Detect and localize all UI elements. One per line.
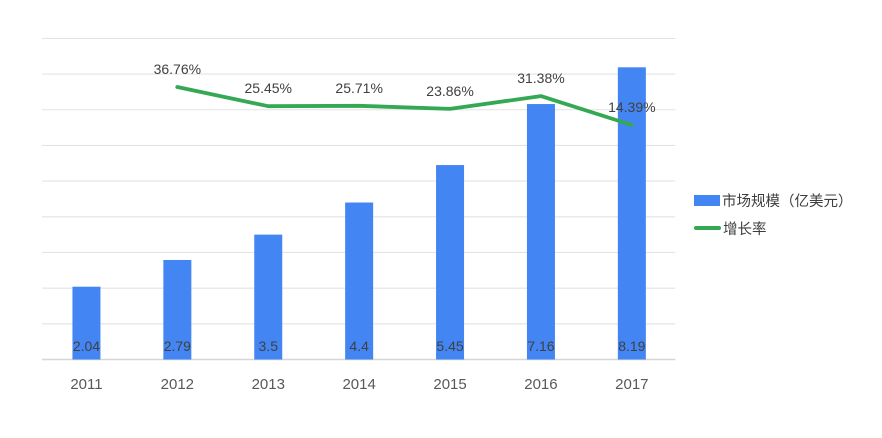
x-tick-label: 2015 [433, 376, 466, 393]
x-tick-label: 2012 [161, 376, 194, 393]
bar-value-label: 7.16 [527, 338, 554, 354]
line-series-swatch-icon [694, 226, 721, 230]
bar-2017[interactable] [617, 67, 646, 360]
line-value-label: 25.71% [335, 80, 382, 96]
bar-value-label: 3.5 [259, 338, 279, 354]
legend-item-growth-rate[interactable]: 增长率 [694, 218, 853, 238]
legend-label-market-size: 市场规模（亿美元） [722, 193, 853, 210]
bar-value-label: 4.4 [349, 338, 369, 354]
growth-rate-line[interactable] [175, 85, 634, 127]
legend: 市场规模（亿美元） 增长率 [694, 190, 853, 238]
bar-value-label: 5.45 [436, 338, 463, 354]
bar-2012[interactable] [163, 259, 192, 360]
line-value-label: 23.86% [426, 83, 473, 99]
x-tick-label: 2011 [70, 376, 102, 393]
bar-2011[interactable] [72, 286, 101, 360]
x-tick-label: 2013 [252, 376, 285, 393]
line-value-label: 36.76% [154, 61, 201, 77]
bar-value-label: 2.79 [164, 338, 191, 354]
legend-label-growth-rate: 增长率 [723, 221, 767, 238]
x-tick-label: 2016 [524, 376, 557, 393]
bar-2014[interactable] [345, 202, 374, 360]
bar-2016[interactable] [526, 104, 555, 360]
bar-2015[interactable] [436, 165, 465, 360]
bar-series-swatch-icon [694, 194, 720, 206]
line-value-label: 31.38% [517, 70, 564, 86]
line-value-label: 25.45% [245, 80, 292, 96]
x-tick-label: 2017 [615, 376, 648, 393]
x-tick-label: 2014 [342, 376, 375, 393]
line-value-label: 14.39% [608, 99, 655, 115]
bar-value-label: 8.19 [618, 338, 645, 354]
bar-value-label: 2.04 [73, 338, 100, 354]
legend-item-market-size[interactable]: 市场规模（亿美元） [694, 190, 853, 210]
bar-2013[interactable] [254, 234, 283, 360]
